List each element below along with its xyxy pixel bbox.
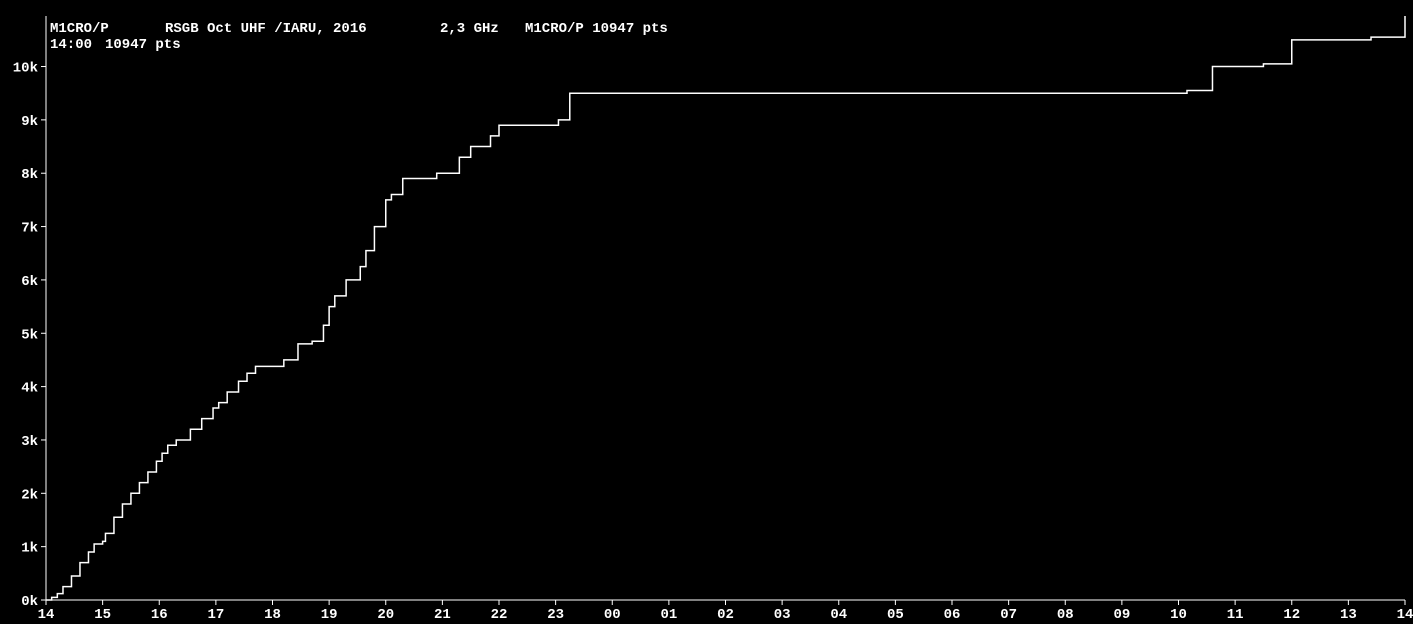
x-tick-label: 12 bbox=[1283, 607, 1300, 623]
header-contest: RSGB Oct UHF /IARU, 2016 bbox=[165, 21, 367, 37]
y-tick-label: 4k bbox=[21, 381, 38, 397]
x-tick-label: 02 bbox=[717, 607, 734, 623]
x-tick-label: 07 bbox=[1000, 607, 1017, 623]
y-tick-label: 3k bbox=[21, 434, 38, 450]
x-tick-label: 15 bbox=[94, 607, 111, 623]
y-tick-label: 8k bbox=[21, 167, 38, 183]
x-tick-label: 16 bbox=[151, 607, 168, 623]
x-tick-label: 08 bbox=[1057, 607, 1074, 623]
header-time: 14:00 bbox=[50, 37, 92, 53]
x-tick-label: 00 bbox=[604, 607, 621, 623]
y-tick-label: 2k bbox=[21, 487, 38, 503]
x-tick-label: 17 bbox=[207, 607, 224, 623]
x-tick-label: 05 bbox=[887, 607, 904, 623]
y-tick-label: 7k bbox=[21, 221, 38, 237]
x-tick-label: 01 bbox=[660, 607, 677, 623]
x-tick-label: 03 bbox=[774, 607, 791, 623]
y-tick-label: 1k bbox=[21, 541, 38, 557]
x-tick-label: 18 bbox=[264, 607, 281, 623]
y-tick-label: 10k bbox=[13, 61, 38, 77]
series-line bbox=[46, 16, 1405, 600]
header-band: 2,3 GHz bbox=[440, 21, 499, 37]
x-tick-label: 20 bbox=[377, 607, 394, 623]
x-tick-label: 13 bbox=[1340, 607, 1357, 623]
y-tick-label: 9k bbox=[21, 114, 38, 130]
y-tick-label: 0k bbox=[21, 594, 38, 610]
x-tick-label: 06 bbox=[944, 607, 961, 623]
x-tick-label: 14 bbox=[38, 607, 55, 623]
x-tick-label: 19 bbox=[321, 607, 338, 623]
x-tick-label: 10 bbox=[1170, 607, 1187, 623]
x-tick-label: 21 bbox=[434, 607, 451, 623]
x-tick-label: 04 bbox=[830, 607, 847, 623]
x-tick-label: 11 bbox=[1227, 607, 1244, 623]
y-tick-label: 6k bbox=[21, 274, 38, 290]
chart-svg: M1CRO/P RSGB Oct UHF /IARU, 2016 2,3 GHz… bbox=[0, 0, 1413, 624]
x-tick-label: 22 bbox=[491, 607, 508, 623]
x-tick-label: 09 bbox=[1113, 607, 1130, 623]
header-pts: 10947 pts bbox=[105, 37, 181, 53]
chart-container: M1CRO/P RSGB Oct UHF /IARU, 2016 2,3 GHz… bbox=[0, 0, 1413, 624]
header-summary: M1CRO/P 10947 pts bbox=[525, 21, 668, 37]
y-tick-label: 5k bbox=[21, 327, 38, 343]
x-tick-label: 23 bbox=[547, 607, 564, 623]
x-tick-label: 14 bbox=[1397, 607, 1413, 623]
header-callsign: M1CRO/P bbox=[50, 21, 109, 37]
